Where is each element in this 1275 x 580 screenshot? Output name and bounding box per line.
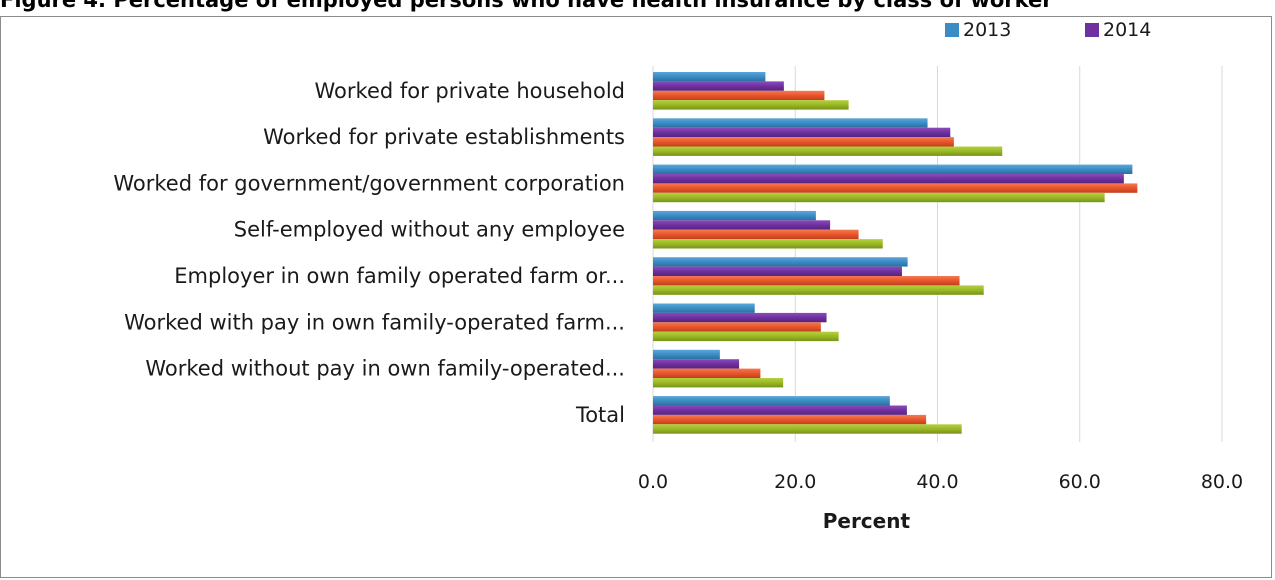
category-label: Worked for private establishments: [263, 125, 625, 149]
bar: [653, 322, 821, 332]
legend-label: 2013: [963, 19, 1011, 41]
legend-swatch: [1085, 23, 1099, 37]
x-tick-label: 0.0: [638, 471, 668, 493]
category-label: Worked for government/government corpora…: [113, 171, 625, 195]
chart-frame: [0, 16, 1272, 578]
bar: [653, 174, 1124, 184]
x-tick-label: 40.0: [916, 471, 958, 493]
page-title: Figure 4. Percentage of employed persons…: [0, 0, 1053, 12]
x-tick-labels: 0.0 20.0 40.0 60.0 80.0: [638, 471, 1243, 493]
bar: [653, 118, 928, 128]
legend: 2013 2014: [945, 19, 1151, 41]
x-tick-label: 20.0: [774, 471, 816, 493]
category-label: Self-employed without any employee: [234, 218, 625, 242]
bar: [653, 72, 766, 82]
x-axis-title: Percent: [823, 509, 911, 533]
bar: [653, 266, 902, 276]
bar: [653, 368, 761, 378]
bar: [653, 303, 755, 313]
bar: [653, 192, 1105, 203]
bar: [653, 137, 954, 147]
bar: [653, 276, 960, 286]
category-labels: Worked for private household Worked for p…: [113, 79, 625, 427]
bar: [653, 220, 831, 230]
bar: [653, 100, 849, 110]
bar: [653, 359, 740, 369]
bar: [653, 81, 784, 91]
bar: [653, 312, 827, 323]
bar: [653, 90, 825, 101]
legend-label: 2014: [1103, 19, 1151, 41]
bar: [653, 229, 859, 240]
bar: [653, 164, 1133, 174]
bar: [653, 183, 1138, 193]
category-label: Employer in own family operated farm or.…: [174, 264, 625, 288]
bar: [653, 396, 890, 406]
bar: [653, 331, 839, 342]
category-label: Worked with pay in own family-operated f…: [124, 310, 625, 334]
bar: [653, 146, 1003, 156]
bar: [653, 257, 908, 267]
category-label: Worked without pay in own family-operate…: [145, 357, 625, 381]
x-tick-label: 80.0: [1201, 471, 1243, 493]
bar: [653, 210, 816, 221]
category-label: Total: [575, 403, 625, 427]
bar: [653, 127, 951, 138]
legend-swatch: [945, 23, 959, 37]
bar: [653, 414, 927, 425]
category-label: Worked for private household: [315, 79, 625, 103]
bar: [653, 285, 984, 295]
bar: [653, 405, 907, 415]
bar: [653, 349, 720, 360]
bar: [653, 424, 962, 434]
x-tick-label: 60.0: [1059, 471, 1101, 493]
bar: [653, 378, 784, 388]
bar: [653, 239, 883, 249]
bars: [653, 72, 1138, 434]
